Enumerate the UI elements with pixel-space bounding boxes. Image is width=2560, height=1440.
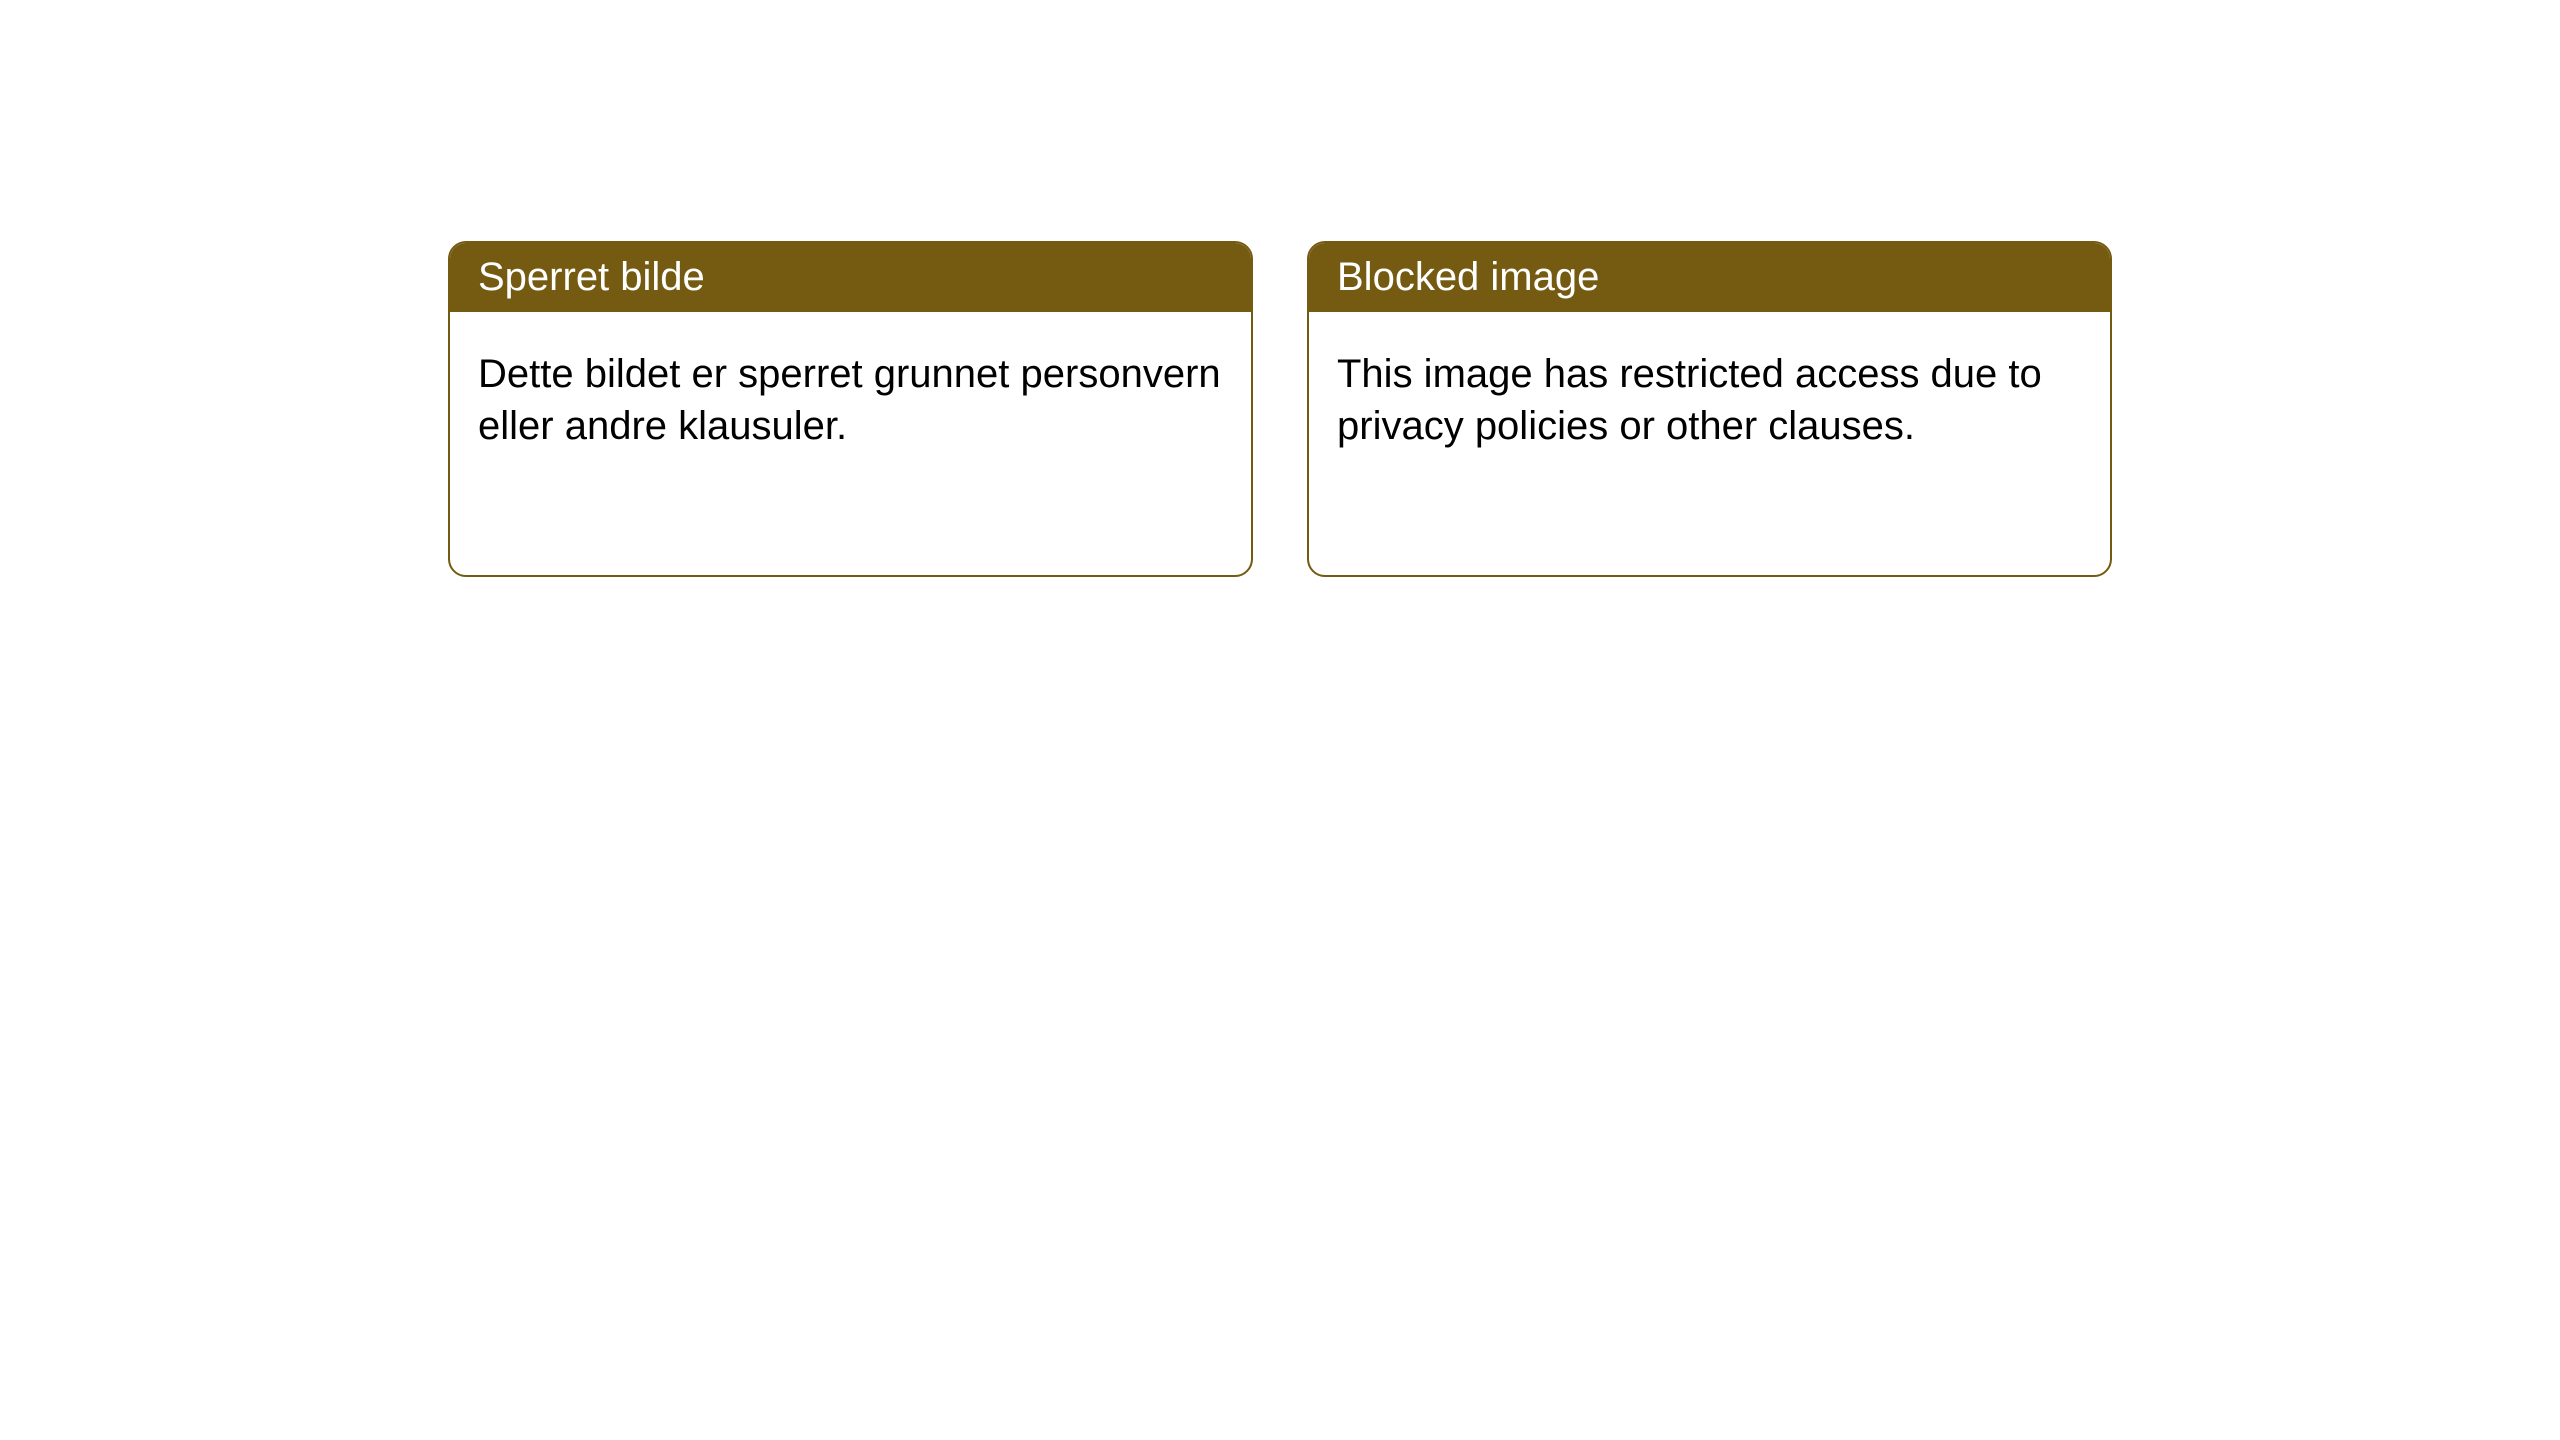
notice-body-no: Dette bildet er sperret grunnet personve… — [450, 312, 1251, 575]
notice-header-en: Blocked image — [1309, 243, 2110, 312]
notice-title-no: Sperret bilde — [478, 255, 705, 299]
notice-title-en: Blocked image — [1337, 255, 1599, 299]
notice-card-en: Blocked image This image has restricted … — [1307, 241, 2112, 577]
notice-container: Sperret bilde Dette bildet er sperret gr… — [448, 241, 2112, 577]
notice-body-en: This image has restricted access due to … — [1309, 312, 2110, 575]
notice-text-no: Dette bildet er sperret grunnet personve… — [478, 352, 1221, 448]
notice-text-en: This image has restricted access due to … — [1337, 352, 2042, 448]
notice-header-no: Sperret bilde — [450, 243, 1251, 312]
notice-card-no: Sperret bilde Dette bildet er sperret gr… — [448, 241, 1253, 577]
